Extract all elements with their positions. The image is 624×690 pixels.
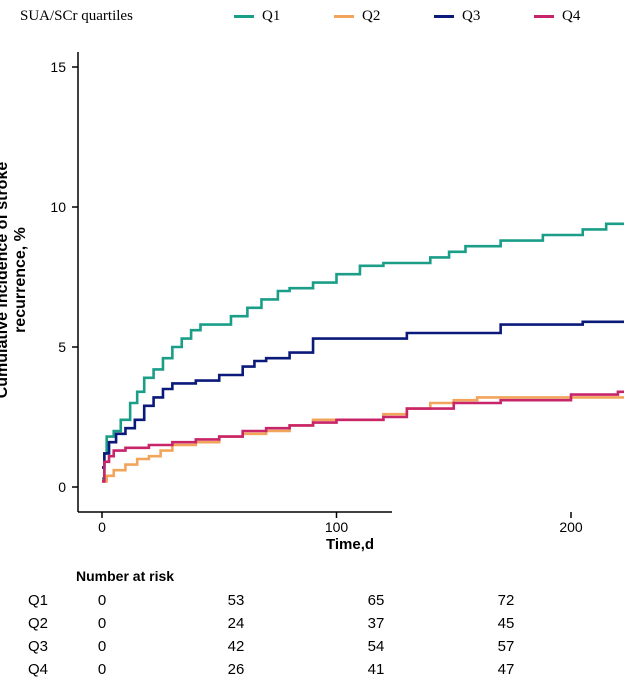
legend-item-q4: Q4 — [534, 8, 580, 25]
x-axis-label: Time,d — [326, 536, 374, 553]
risk-value: 37 — [367, 615, 385, 632]
risk-row-q3: Q3 0 42 54 57 — [0, 638, 624, 660]
series-line-q4 — [102, 390, 624, 483]
risk-value: 41 — [367, 661, 385, 678]
risk-value: 24 — [227, 615, 245, 632]
legend-label-q2: Q2 — [362, 8, 381, 24]
risk-row-q4: Q4 0 26 41 47 — [0, 661, 624, 683]
legend-label-q4: Q4 — [562, 8, 581, 24]
risk-group-label: Q4 — [28, 661, 49, 678]
legend-item-q3: Q3 — [434, 8, 480, 25]
risk-group-label: Q2 — [28, 615, 49, 632]
y-tick-label-0: 0 — [58, 479, 66, 495]
y-axis-label: Cumulative incidence of stroke recurrenc… — [0, 161, 29, 399]
legend-swatch-q3 — [434, 15, 454, 18]
risk-value: 72 — [497, 592, 515, 609]
legend-item-q1: Q1 — [234, 8, 280, 25]
risk-table: Number at risk Q1 0 53 65 72 Q2 0 24 37 45 Q3 0 42 54… — [0, 560, 624, 690]
risk-group-label: Q3 — [28, 638, 49, 655]
legend-title: SUA/SCr quartiles — [20, 8, 133, 24]
risk-value: 26 — [227, 661, 245, 678]
y-tick-label-5: 5 — [58, 339, 66, 355]
legend-label-q3: Q3 — [462, 8, 481, 24]
risk-value: 53 — [227, 592, 245, 609]
legend-item-q2: Q2 — [334, 8, 380, 25]
y-tick-label-10: 10 — [50, 199, 66, 215]
risk-value: 65 — [367, 592, 385, 609]
risk-row-q1: Q1 0 53 65 72 — [0, 592, 624, 614]
x-tick-label-0: 0 — [98, 519, 106, 535]
risk-value: 0 — [97, 592, 107, 609]
x-tick-label-100: 100 — [325, 519, 349, 535]
series-line-q1 — [102, 222, 624, 480]
chart-plot: 0510150100200300Time,d — [50, 52, 624, 553]
risk-group-label: Q1 — [28, 592, 49, 609]
legend-swatch-q1 — [234, 15, 254, 18]
legend: SUA/SCr quartiles Q1 Q2 Q3 Q4 — [0, 0, 624, 40]
legend-label-q1: Q1 — [262, 8, 281, 24]
risk-row-q2: Q2 0 24 37 45 — [0, 615, 624, 637]
legend-swatch-q4 — [534, 15, 554, 18]
risk-value: 45 — [497, 615, 515, 632]
risk-table-title: Number at risk — [76, 568, 175, 584]
risk-value: 57 — [497, 638, 515, 655]
series-line-q2 — [102, 396, 624, 483]
risk-value: 0 — [97, 638, 107, 655]
legend-swatch-q2 — [334, 15, 354, 18]
risk-value: 47 — [497, 661, 515, 678]
y-tick-label-15: 15 — [50, 59, 66, 75]
risk-value: 54 — [367, 638, 385, 655]
x-tick-label-200: 200 — [559, 519, 583, 535]
risk-value: 0 — [97, 615, 107, 632]
risk-value: 0 — [97, 661, 107, 678]
risk-value: 42 — [227, 638, 245, 655]
series-line-q3 — [102, 320, 624, 469]
